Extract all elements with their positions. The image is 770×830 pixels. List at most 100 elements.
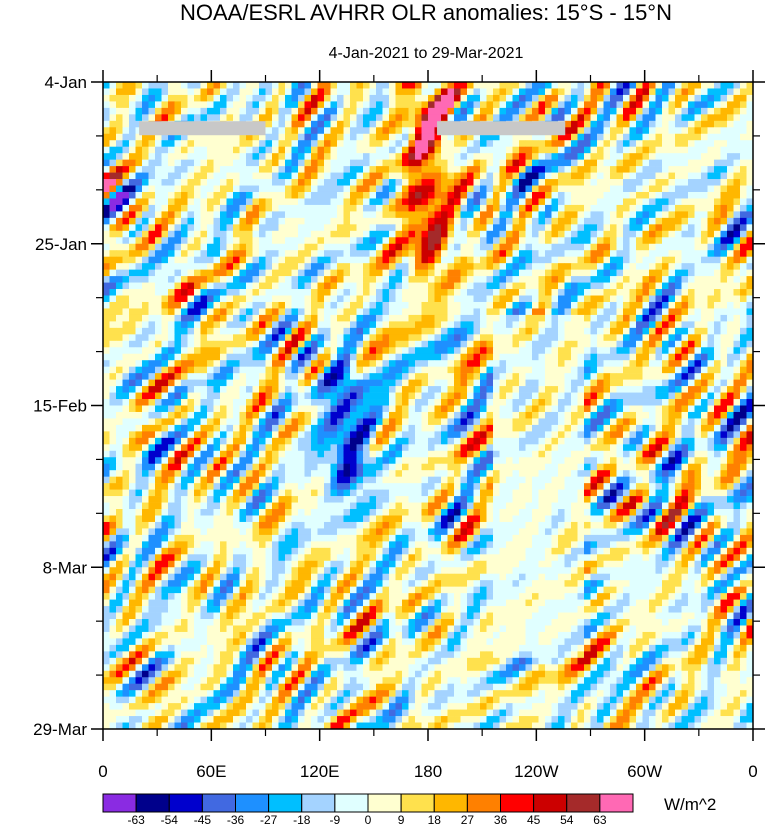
heat-cell: [551, 88, 559, 96]
heat-cell: [174, 327, 182, 335]
heat-cell: [155, 211, 162, 219]
heat-cell: [434, 94, 442, 102]
heat-cell: [135, 334, 143, 342]
heat-cell: [454, 185, 461, 193]
heat-cell: [662, 366, 669, 374]
heat-cell: [675, 191, 682, 199]
heat-cell: [278, 301, 286, 309]
heat-cell: [564, 88, 572, 96]
heat-cell: [226, 198, 234, 206]
heat-cell: [122, 120, 130, 128]
heat-cell: [733, 334, 741, 342]
heat-cell: [174, 353, 182, 361]
heat-cell: [135, 321, 143, 329]
heat-cell: [246, 133, 253, 141]
heat-cell: [389, 289, 396, 296]
heat-cell: [148, 166, 156, 173]
heat-cell: [727, 82, 734, 89]
heat-cell: [421, 172, 429, 180]
heat-cell: [467, 301, 474, 309]
heat-cell: [519, 379, 526, 387]
heat-cell: [727, 379, 734, 387]
heat-cell: [363, 373, 370, 380]
heat-cell: [129, 353, 136, 361]
heat-cell: [434, 166, 442, 173]
heat-cell: [486, 347, 494, 355]
heat-cell: [181, 301, 188, 309]
heat-cell: [577, 127, 585, 135]
heat-cell: [330, 282, 338, 290]
heat-cell: [428, 127, 435, 135]
heat-cell: [168, 392, 175, 400]
heat-cell: [246, 250, 253, 257]
heat-cell: [252, 140, 260, 147]
heat-cell: [616, 88, 624, 96]
heat-cell: [454, 295, 461, 303]
heat-cell: [103, 133, 110, 141]
heat-cell: [285, 386, 292, 393]
heat-cell: [109, 366, 117, 374]
heat-cell: [109, 82, 117, 89]
heat-cell: [519, 153, 526, 160]
heat-cell: [597, 88, 604, 96]
heat-cell: [317, 392, 325, 400]
heat-cell: [252, 153, 260, 160]
heat-cell: [330, 360, 338, 367]
heat-cell: [434, 204, 442, 212]
heat-cell: [408, 353, 416, 361]
heat-cell: [577, 114, 585, 122]
heat-cell: [285, 327, 292, 335]
heat-cell: [109, 127, 117, 135]
heat-cell: [363, 295, 370, 303]
heat-cell: [376, 327, 383, 335]
heat-cell: [733, 224, 741, 232]
heat-cell: [129, 114, 136, 122]
heat-cell: [421, 237, 429, 245]
heat-cell: [551, 340, 559, 348]
heat-cell: [603, 282, 611, 290]
heat-cell: [571, 386, 578, 393]
heat-cell: [480, 360, 487, 367]
heat-cell: [246, 379, 253, 387]
heat-cell: [181, 295, 188, 303]
heat-cell: [668, 198, 676, 206]
heat-cell: [499, 353, 507, 361]
heat-cell: [363, 146, 370, 154]
heat-cell: [473, 256, 481, 264]
heat-cell: [434, 224, 442, 232]
heat-cell: [337, 314, 344, 322]
heat-cell: [324, 386, 331, 393]
heat-cell: [597, 166, 604, 173]
heat-cell: [291, 224, 299, 232]
heat-cell: [330, 392, 338, 400]
heat-cell: [512, 211, 520, 219]
heat-cell: [272, 334, 279, 342]
heat-cell: [688, 347, 695, 355]
heat-cell: [551, 301, 559, 309]
heat-cell: [629, 347, 637, 355]
heat-cell: [337, 327, 344, 335]
heat-cell: [161, 386, 169, 393]
heat-cell: [480, 191, 487, 199]
heat-cell: [285, 185, 292, 193]
heat-cell: [740, 166, 747, 173]
heat-cell: [662, 269, 669, 277]
heat-cell: [129, 172, 136, 180]
heat-cell: [356, 120, 364, 128]
heat-cell: [103, 217, 110, 225]
heat-cell: [135, 217, 143, 225]
heat-cell: [473, 146, 481, 154]
heat-cell: [506, 166, 513, 173]
heat-cell: [733, 120, 741, 128]
heat-cell: [382, 276, 390, 283]
heat-cell: [259, 295, 266, 303]
heat-cell: [571, 243, 578, 251]
heat-cell: [135, 327, 143, 335]
heat-cell: [194, 399, 201, 406]
heat-cell: [707, 353, 715, 361]
heat-cell: [376, 172, 383, 180]
heat-cell: [272, 133, 279, 141]
heat-cell: [506, 211, 513, 219]
heat-cell: [649, 366, 656, 374]
heat-cell: [265, 340, 273, 348]
